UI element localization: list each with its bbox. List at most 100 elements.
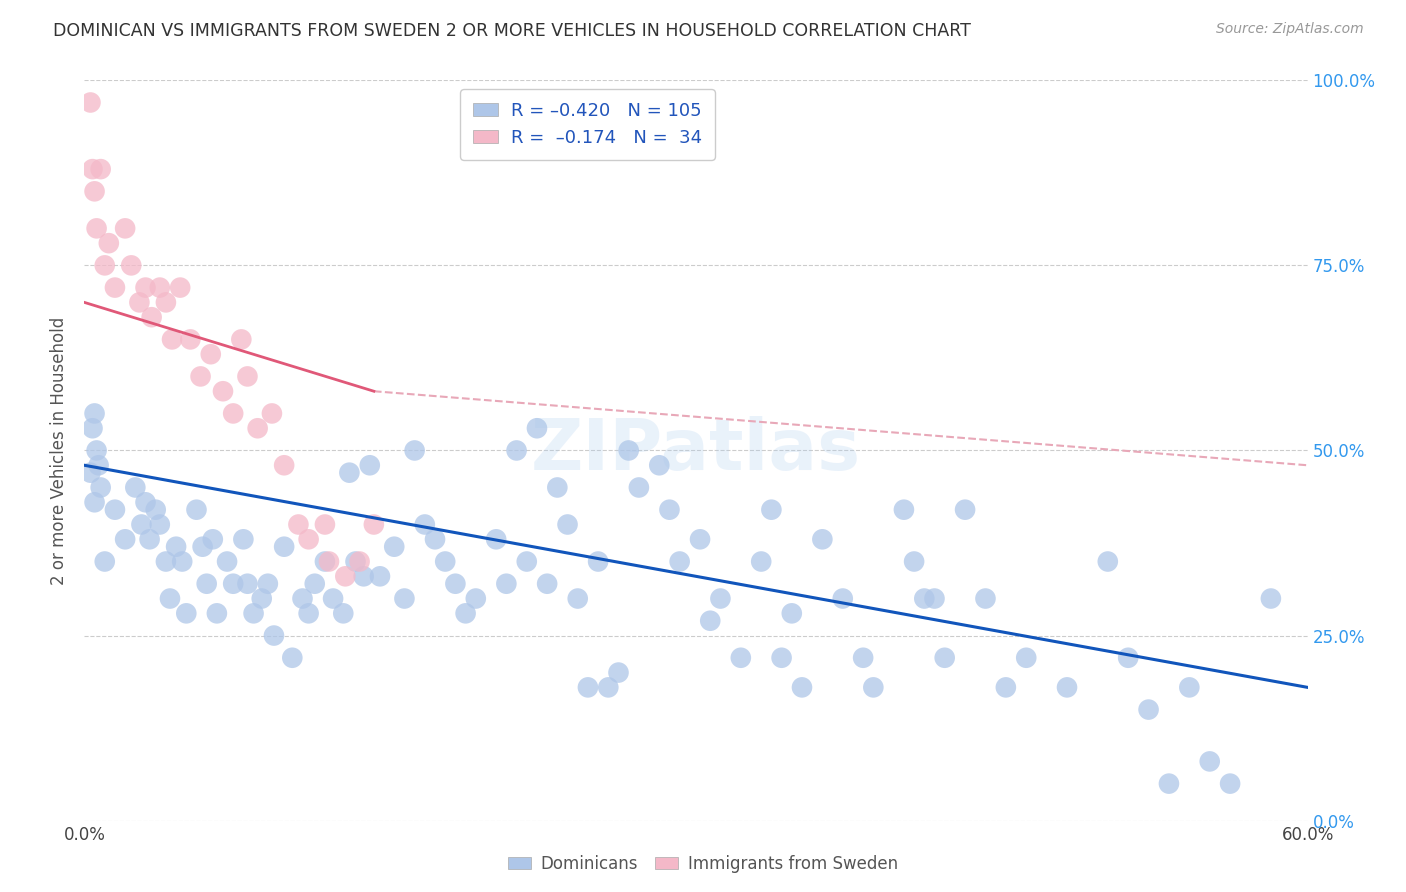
Point (169, 280, 191, 294)
Point (1157, 776, 1180, 791)
Point (1137, 703, 1160, 717)
Point (263, 628, 285, 642)
Point (90, 481, 112, 495)
Point (135, 280, 157, 294)
Point (79, 95, 101, 110)
Point (1015, 650, 1038, 665)
Point (394, 591, 416, 606)
Point (141, 310, 163, 325)
Point (382, 540, 405, 554)
Point (607, 665, 630, 680)
Point (135, 495, 157, 509)
Point (831, 591, 853, 606)
Point (120, 259, 142, 273)
Point (104, 502, 127, 516)
Point (586, 555, 609, 569)
Point (128, 295, 150, 310)
Point (404, 443, 426, 458)
Text: DOMINICAN VS IMMIGRANTS FROM SWEDEN 2 OR MORE VEHICLES IN HOUSEHOLD CORRELATION : DOMINICAN VS IMMIGRANTS FROM SWEDEN 2 OR… (53, 22, 972, 40)
Point (114, 533, 136, 547)
Point (1198, 755, 1220, 769)
Point (434, 555, 457, 569)
Point (273, 458, 295, 473)
Legend: Dominicans, Immigrants from Sweden: Dominicans, Immigrants from Sweden (501, 848, 905, 880)
Point (1056, 681, 1078, 695)
Point (231, 333, 253, 347)
Point (953, 502, 976, 516)
Point (903, 555, 925, 569)
Point (423, 533, 446, 547)
Point (516, 555, 538, 569)
Point (86, 443, 108, 458)
Point (1219, 776, 1241, 791)
Point (668, 555, 690, 569)
Point (536, 576, 558, 591)
Point (236, 369, 259, 384)
Point (464, 591, 486, 606)
Point (349, 555, 371, 569)
Point (567, 591, 589, 606)
Point (730, 650, 752, 665)
Point (912, 591, 935, 606)
Point (93, 259, 115, 273)
Point (413, 517, 436, 532)
Point (353, 569, 375, 583)
Point (212, 384, 235, 399)
Point (281, 650, 304, 665)
Point (344, 555, 367, 569)
Point (131, 517, 153, 532)
Point (257, 576, 280, 591)
Point (87, 458, 110, 473)
Point (934, 650, 956, 665)
Point (576, 681, 599, 695)
Point (454, 607, 477, 621)
Point (974, 591, 997, 606)
Point (444, 576, 467, 591)
Point (699, 614, 721, 628)
Point (260, 407, 283, 421)
Point (617, 443, 640, 458)
Point (790, 681, 813, 695)
Point (273, 540, 295, 554)
Point (159, 591, 181, 606)
Point (546, 481, 568, 495)
Point (195, 576, 218, 591)
Point (852, 650, 875, 665)
Point (526, 421, 548, 435)
Point (149, 280, 172, 294)
Point (1260, 591, 1282, 606)
Point (332, 607, 354, 621)
Point (104, 280, 127, 294)
Point (291, 591, 314, 606)
Point (83, 184, 105, 198)
Point (770, 650, 793, 665)
Point (287, 517, 309, 532)
Point (893, 502, 915, 516)
Point (190, 369, 212, 384)
Point (186, 502, 208, 516)
Point (322, 591, 344, 606)
Point (749, 555, 772, 569)
Point (242, 607, 264, 621)
Point (505, 443, 527, 458)
Point (250, 591, 273, 606)
Point (298, 607, 321, 621)
Point (174, 607, 197, 621)
Point (93, 555, 115, 569)
Point (236, 576, 259, 591)
Point (217, 555, 239, 569)
Point (124, 481, 146, 495)
Point (363, 517, 385, 532)
Point (155, 555, 177, 569)
Point (200, 347, 222, 361)
Point (165, 540, 187, 554)
Point (485, 533, 508, 547)
Point (994, 681, 1017, 695)
Point (79, 466, 101, 480)
Point (160, 333, 183, 347)
Point (598, 681, 620, 695)
Point (191, 540, 214, 554)
Point (246, 421, 269, 435)
Point (318, 555, 340, 569)
Text: Source: ZipAtlas.com: Source: ZipAtlas.com (1216, 22, 1364, 37)
